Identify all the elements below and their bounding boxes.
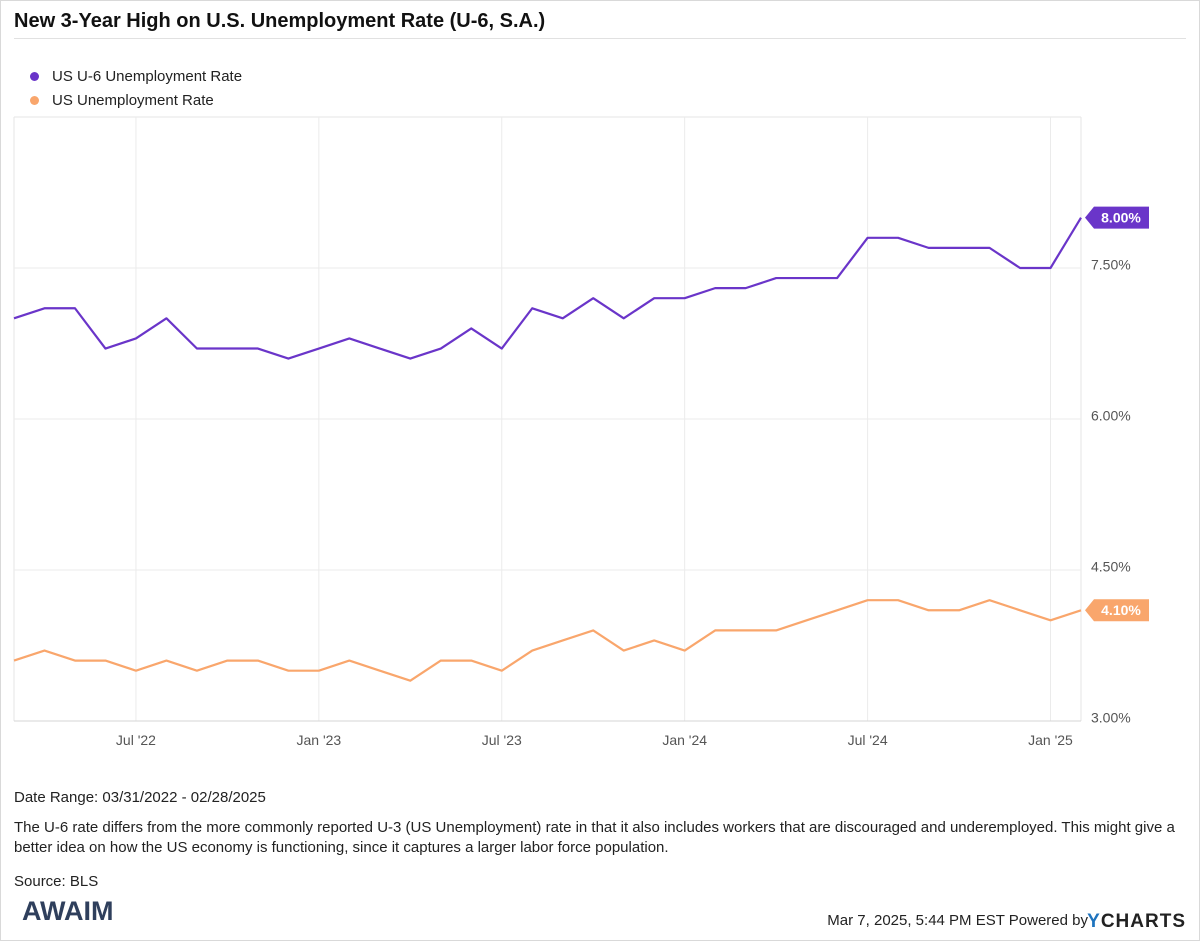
y-tick-label: 3.00% <box>1091 710 1131 726</box>
legend: US U-6 Unemployment Rate US Unemployment… <box>30 64 242 112</box>
y-tick-label: 7.50% <box>1091 257 1131 273</box>
x-tick-label: Jan '24 <box>662 732 707 748</box>
end-value-label-u6: 8.00% <box>1101 209 1141 225</box>
chart-description: The U-6 rate differs from the more commo… <box>14 819 1175 856</box>
x-tick-label: Jan '25 <box>1028 732 1073 748</box>
legend-label-u6: US U-6 Unemployment Rate <box>52 67 243 85</box>
legend-item-u3[interactable]: US Unemployment Rate <box>30 88 242 112</box>
x-tick-label: Jul '22 <box>116 732 156 748</box>
series-line-u6 <box>13 217 1082 360</box>
source-note: Source: BLS <box>14 873 99 890</box>
chart-title: New 3-Year High on U.S. Unemployment Rat… <box>14 10 546 32</box>
legend-label-u3: US Unemployment Rate <box>52 91 214 109</box>
x-tick-label: Jul '23 <box>482 732 522 748</box>
end-value-flag-u6 <box>1085 206 1149 229</box>
series-line-u3 <box>13 599 1082 682</box>
title-divider <box>14 38 1186 39</box>
timestamp: Mar 7, 2025, 5:44 PM EST Powered by <box>827 912 1088 929</box>
legend-item-u6[interactable]: US U-6 Unemployment Rate <box>30 64 242 88</box>
end-value-label-u3: 4.10% <box>1101 602 1141 618</box>
ycharts-logo-y: Y <box>1087 911 1101 932</box>
end-value-flag-u3 <box>1085 599 1149 622</box>
date-range: Date Range: 03/31/2022 - 02/28/2025 <box>14 789 266 806</box>
legend-dot-u3 <box>30 95 39 105</box>
awaim-logo: AWAIM <box>22 896 114 926</box>
y-tick-label: 6.00% <box>1091 408 1131 424</box>
x-tick-label: Jul '24 <box>848 732 888 748</box>
x-tick-label: Jan '23 <box>296 732 341 748</box>
legend-dot-u6 <box>30 71 39 81</box>
ycharts-logo-rest: CHARTS <box>1100 911 1186 932</box>
y-tick-label: 4.50% <box>1091 559 1131 575</box>
ycharts-logo: YCHARTS <box>1087 911 1186 933</box>
